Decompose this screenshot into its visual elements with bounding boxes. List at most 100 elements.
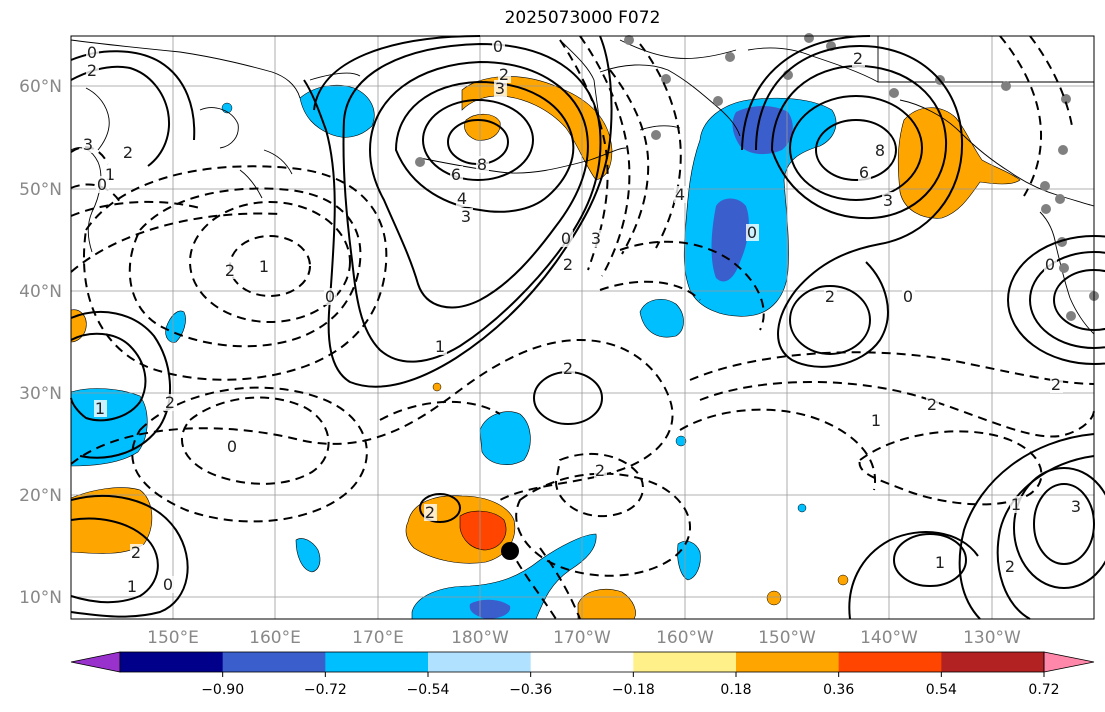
colorbar-segment <box>838 652 942 672</box>
contour-label: 2 <box>87 61 97 80</box>
shade-orange-dot-3 <box>766 590 782 606</box>
lon-label-160w: 160°W <box>656 628 714 648</box>
shade-red-south <box>459 510 507 551</box>
longitude-axis: 150°E 160°E 170°E 180°W 170°W 160°W 150°… <box>147 628 1021 648</box>
contour-label: 2 <box>225 261 235 280</box>
colorbar: −0.90 −0.72 −0.54 −0.36 −0.18 0.18 0.36 0.54 0.7… <box>70 651 1095 698</box>
shade-blue-small-5 <box>677 540 701 581</box>
contour-label: 3 <box>495 79 505 98</box>
lat-label-40: 40°N <box>19 282 62 302</box>
contour-label: 2 <box>425 503 435 522</box>
colorbar-segment <box>120 652 224 672</box>
lon-label-140w: 140°W <box>860 628 918 648</box>
map-frame <box>70 35 1095 620</box>
lat-label-10: 10°N <box>19 588 62 608</box>
colorbar-tick-label: 0.18 <box>720 682 751 698</box>
shade-darkblue-gulf-2 <box>711 198 749 282</box>
colorbar-tick-label: −0.18 <box>612 682 655 698</box>
contour-label: 2 <box>123 143 133 162</box>
contour-label-bg <box>96 176 109 193</box>
lat-label-50: 50°N <box>19 180 62 200</box>
shade-blue-small-4 <box>295 538 321 573</box>
shade-blue-northwest <box>299 85 375 138</box>
contour-label-bg <box>498 66 511 83</box>
shade-blue-dot-1 <box>675 435 687 447</box>
contour-label-bg <box>224 262 237 279</box>
contour-label: 2 <box>1051 375 1061 394</box>
contour-label-bg <box>934 554 947 571</box>
shade-blue-west <box>70 388 148 467</box>
contour-label-bg <box>594 462 607 479</box>
colorbar-outline <box>119 651 1045 673</box>
colorbar-segment <box>633 652 737 672</box>
colorbar-tick-label: −0.54 <box>407 682 450 698</box>
shade-blue-small-2 <box>479 411 531 465</box>
contour-label-bg <box>164 394 177 411</box>
contour-label: 2 <box>563 255 573 274</box>
contour-label: 3 <box>883 191 893 210</box>
contour-label-bg <box>674 186 687 203</box>
contour-label: 6 <box>451 165 461 184</box>
contour-label: 1 <box>259 257 269 276</box>
colorbar-segment <box>222 652 326 672</box>
contour-label: 0 <box>493 37 503 56</box>
colorbar-tick-label: 0.72 <box>1028 682 1059 698</box>
lon-label-180w: 180°W <box>451 628 509 648</box>
contour-label-bg <box>324 288 337 305</box>
colorbar-segment <box>941 652 1045 672</box>
contour-label: 1 <box>935 553 945 572</box>
contour-label-bg <box>122 144 135 161</box>
contour-label: 2 <box>853 49 863 68</box>
coastlines <box>70 36 1095 335</box>
contour-label-bg <box>562 360 575 377</box>
contour-label-bg <box>874 142 887 159</box>
contour-label-bg <box>824 288 837 305</box>
contour-label-bg <box>1004 558 1017 575</box>
contour-label: 1 <box>871 411 881 430</box>
contour-label-bg <box>492 38 505 55</box>
contour-label: 4 <box>675 185 685 204</box>
lat-label-60: 60°N <box>19 77 62 97</box>
contour-label: 8 <box>875 141 885 160</box>
lon-label-130w: 130°W <box>963 628 1021 648</box>
storm-marker <box>501 542 519 560</box>
colorbar-tick-label: 0.54 <box>926 682 957 698</box>
lat-label-20: 20°N <box>19 486 62 506</box>
contour-label: 2 <box>825 287 835 306</box>
contour-label: 0 <box>561 229 571 248</box>
colorbar-tick-label: −0.72 <box>304 682 347 698</box>
contour-label-bg <box>902 288 915 305</box>
contour-label-bg <box>258 258 271 275</box>
contour-label: 3 <box>1071 497 1081 516</box>
contour-label: 0 <box>903 287 913 306</box>
contour-label-bg <box>882 192 895 209</box>
contour-label: 0 <box>227 437 237 456</box>
contour-label: 2 <box>595 461 605 480</box>
contour-label: 3 <box>83 135 93 154</box>
lon-label-160e: 160°E <box>249 628 301 648</box>
contour-label-bg <box>460 208 473 225</box>
contours-solid <box>70 35 1105 620</box>
contour-label: 1 <box>105 165 115 184</box>
colorbar-extend-high <box>1043 651 1095 673</box>
contour-label: 3 <box>461 207 471 226</box>
contour-label-bg <box>746 224 759 241</box>
lon-label-150e: 150°E <box>147 628 199 648</box>
contour-label: 1 <box>95 399 105 418</box>
contour-label-bg <box>82 136 95 153</box>
contour-label-bg <box>590 230 603 247</box>
colorbar-segment <box>530 652 634 672</box>
contour-label: 3 <box>591 229 601 248</box>
contour-label: 0 <box>97 175 107 194</box>
contour-label: 2 <box>927 395 937 414</box>
contour-label: 2 <box>563 359 573 378</box>
contour-label: 8 <box>477 155 487 174</box>
colorbar-segment <box>325 652 429 672</box>
colorbar-extend-low <box>70 651 121 673</box>
contour-label: 6 <box>859 163 869 182</box>
colorbar-tick-label: −0.90 <box>201 682 244 698</box>
colorbar-tick-label: 0.36 <box>823 682 854 698</box>
contour-label-bg <box>494 80 507 97</box>
contour-label-bg <box>852 50 865 67</box>
